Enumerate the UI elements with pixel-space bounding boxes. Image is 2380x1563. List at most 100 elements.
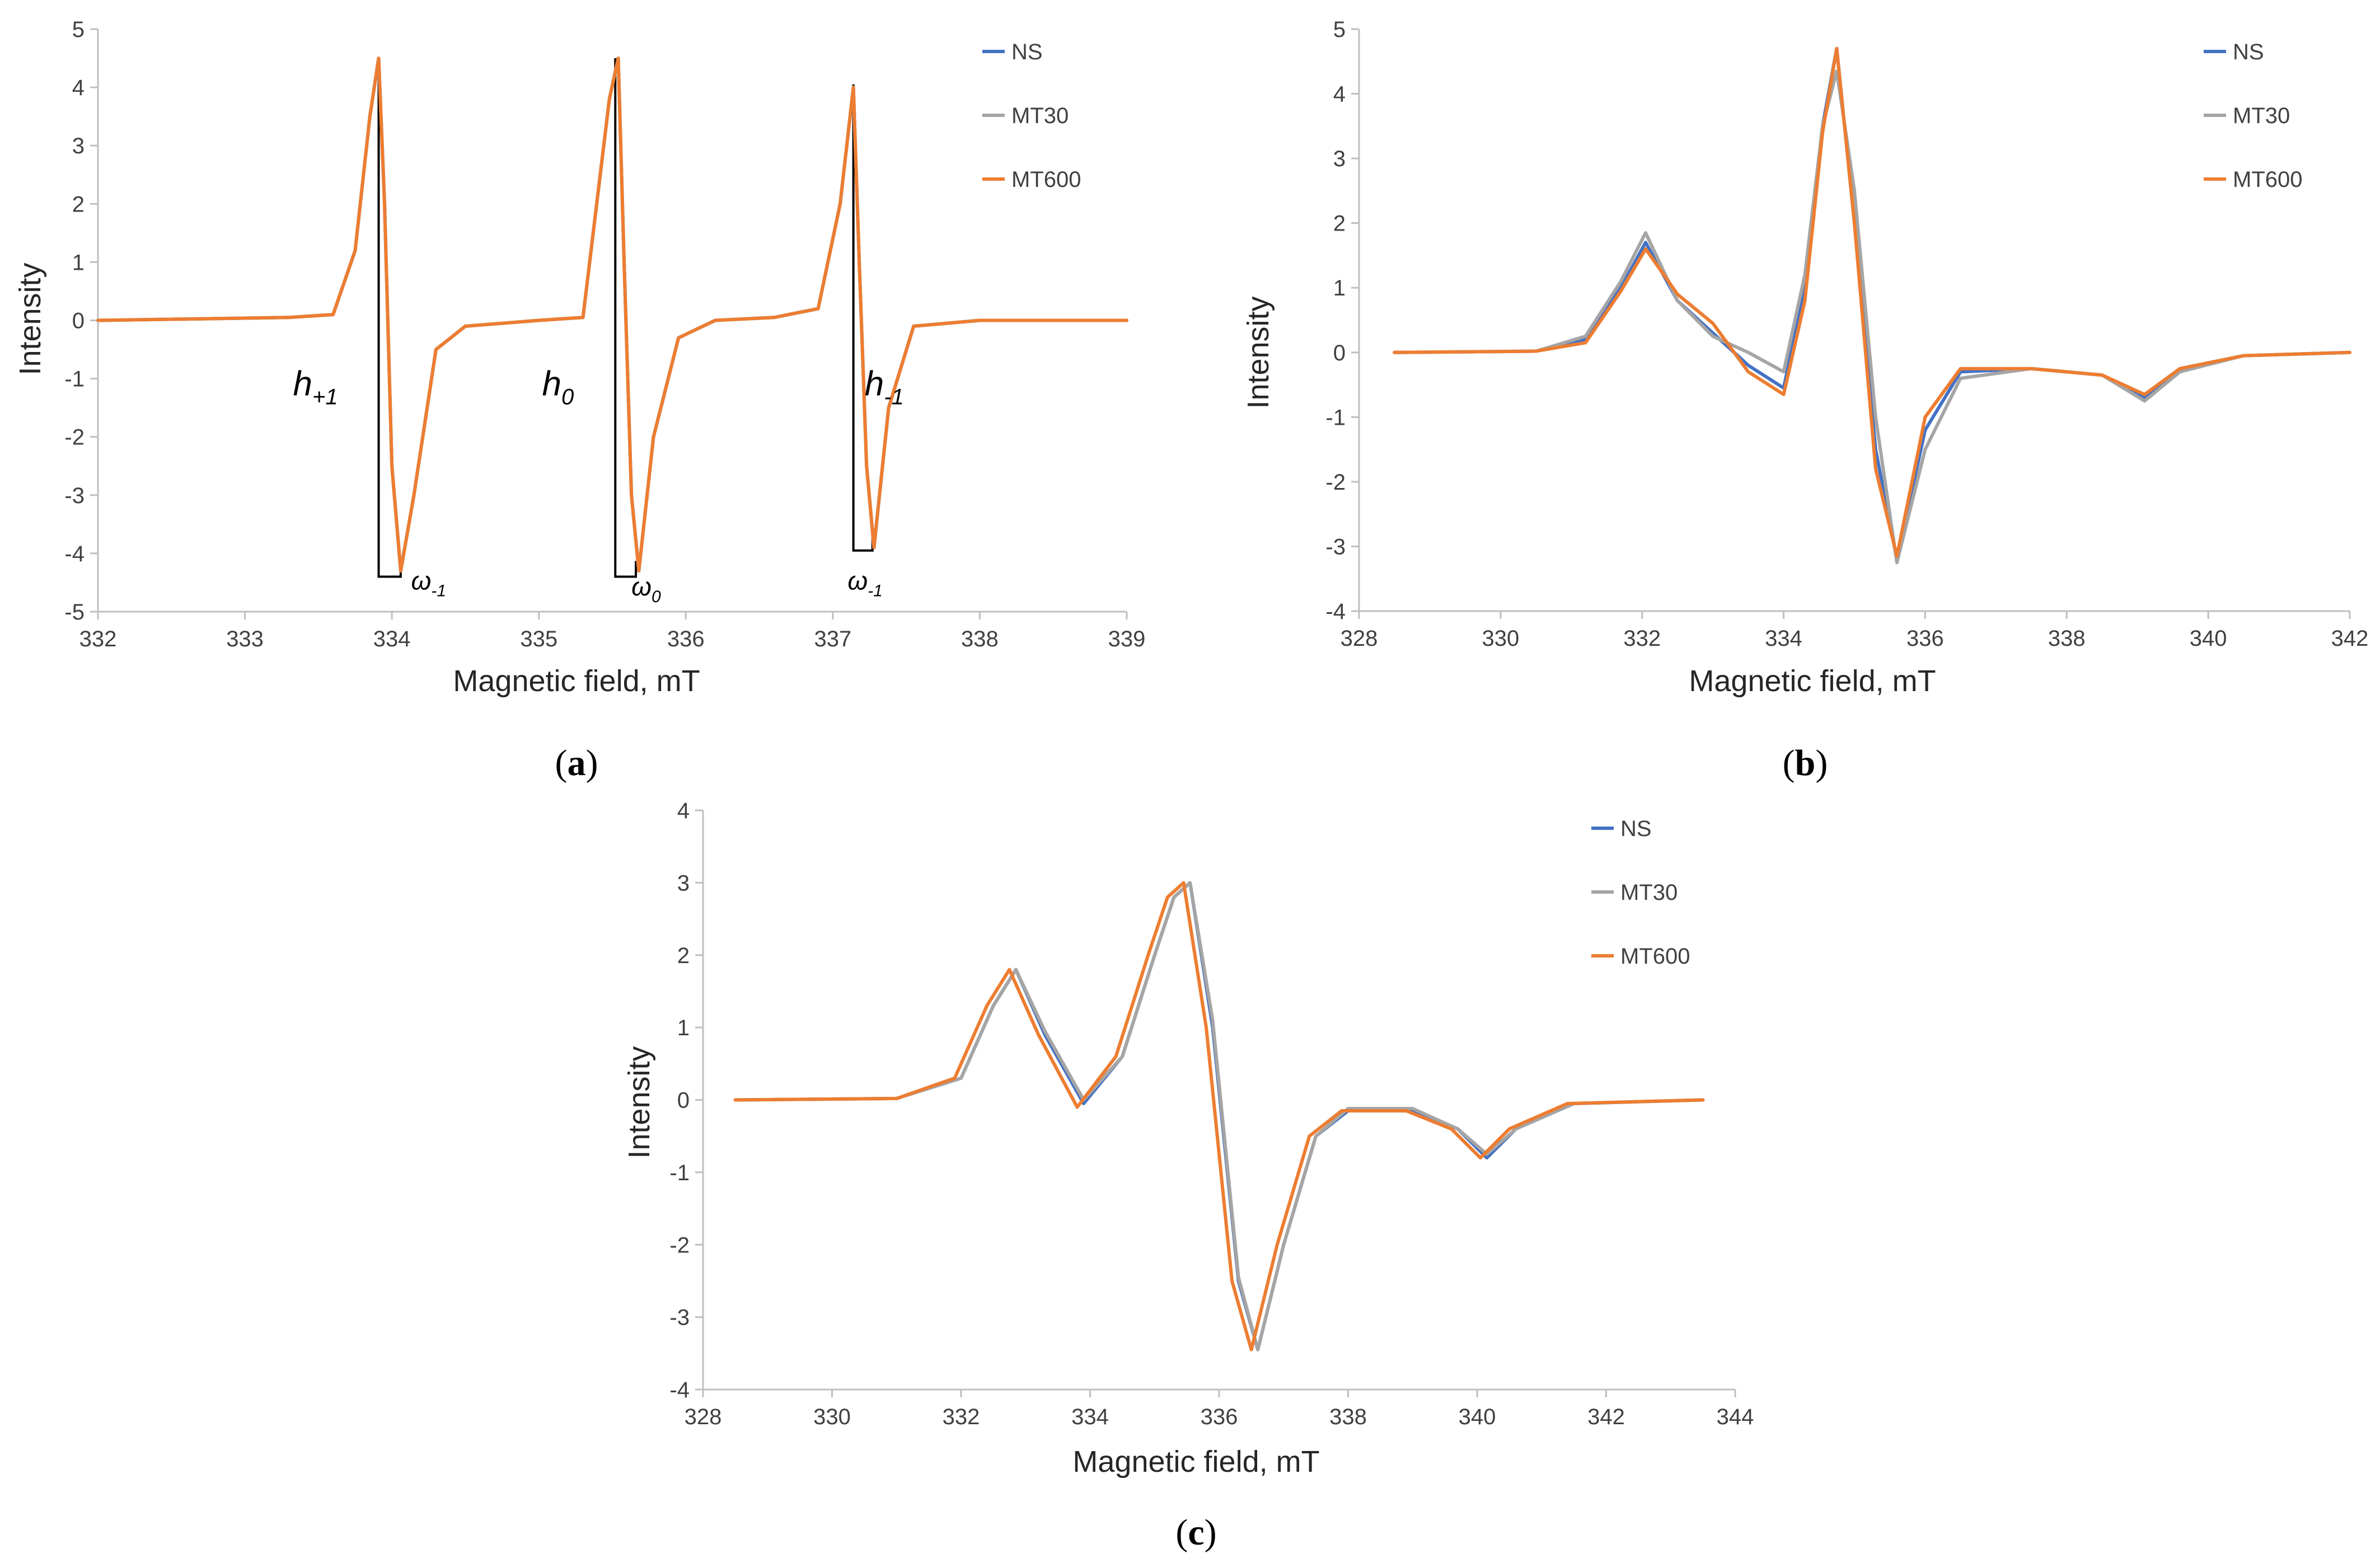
y-tick-label-c: -1 bbox=[669, 1161, 690, 1185]
chart-panel-a: 332 333 334 335 336 337 338 339 5 4 3 2 1 0 -1 -2 -3 -4 -5… bbox=[13, 17, 1145, 783]
series-line-mt30-b bbox=[1393, 69, 2351, 565]
panel-caption-c: (c) bbox=[1175, 1512, 1216, 1553]
y-tick-label-b: -4 bbox=[1325, 599, 1346, 624]
x-axis-title-b: Magnetic field, mT bbox=[1689, 664, 1936, 698]
legend-label-ns-c: NS bbox=[1620, 816, 1652, 841]
x-tick-label-b: 336 bbox=[1906, 626, 1944, 651]
legend-label-mt30-b: MT30 bbox=[2233, 104, 2290, 128]
peak-annotation-h-a: h0 bbox=[542, 365, 574, 410]
annotation-base-a: ω bbox=[411, 566, 432, 595]
x-tick-label-a: 334 bbox=[373, 627, 411, 651]
x-tick-label-a: 333 bbox=[226, 627, 264, 651]
annotation-subscript-a: -1 bbox=[868, 582, 883, 600]
x-tick-label-c: 334 bbox=[1071, 1405, 1109, 1429]
caption-letter-b: b bbox=[1795, 743, 1816, 783]
annotation-subscript-a: -1 bbox=[884, 385, 904, 410]
y-tick-label-c: 4 bbox=[677, 799, 690, 823]
series-line-mt30-a bbox=[96, 57, 1128, 573]
y-axis-title-c: Intensity bbox=[622, 1046, 656, 1158]
chart-panel-c: 328 330 332 334 336 338 340 342 344 4 3 2 1 0 -1 -2 -3 -4… bbox=[622, 799, 1754, 1553]
x-tick-label-b: 338 bbox=[2048, 626, 2086, 651]
annotation-base-a: h bbox=[865, 365, 884, 403]
y-tick-label-a: 2 bbox=[72, 192, 85, 217]
peak-annotation-omega-a: ω0 bbox=[631, 572, 661, 606]
y-tick-label-a: -4 bbox=[64, 542, 85, 566]
y-tick-label-c: 1 bbox=[677, 1016, 690, 1040]
annotation-base-a: ω bbox=[631, 572, 652, 601]
y-tick-label-a: 1 bbox=[72, 250, 85, 275]
panel-caption-b: (b) bbox=[1783, 743, 1828, 783]
peak-annotation-omega-a: ω-1 bbox=[847, 566, 883, 600]
x-tick-label-b: 328 bbox=[1341, 626, 1378, 651]
peak-annotation-h-a: h+1 bbox=[293, 365, 338, 410]
x-tick-label-b: 332 bbox=[1623, 626, 1661, 651]
series-line-mt600-a bbox=[96, 57, 1128, 573]
y-tick-label-b: 5 bbox=[1333, 17, 1346, 42]
y-tick-label-c: 2 bbox=[677, 944, 690, 968]
x-tick-label-c: 332 bbox=[943, 1405, 980, 1429]
caption-letter-a: a bbox=[568, 743, 586, 783]
caption-open-c: ( bbox=[1175, 1512, 1188, 1553]
y-tick-label-a: -2 bbox=[64, 425, 85, 450]
x-tick-label-b: 340 bbox=[2190, 626, 2227, 651]
x-tick-label-a: 339 bbox=[1108, 627, 1146, 651]
y-tick-label-a: 3 bbox=[72, 134, 85, 158]
y-tick-label-b: 1 bbox=[1333, 276, 1346, 301]
x-axis-title-c: Magnetic field, mT bbox=[1072, 1445, 1319, 1478]
caption-letter-c: c bbox=[1188, 1512, 1204, 1553]
caption-close-b: ) bbox=[1815, 743, 1828, 783]
peak-annotation-h-a: h-1 bbox=[865, 365, 904, 410]
y-tick-label-a: 0 bbox=[72, 309, 85, 334]
y-tick-label-b: 0 bbox=[1333, 341, 1346, 365]
x-tick-label-a: 335 bbox=[520, 627, 557, 651]
x-tick-label-a: 336 bbox=[667, 627, 705, 651]
y-tick-label-c: -2 bbox=[669, 1233, 690, 1257]
series-line-ns-c bbox=[733, 881, 1705, 1351]
y-tick-label-c: 3 bbox=[677, 871, 690, 895]
y-tick-label-c: -4 bbox=[669, 1378, 690, 1402]
y-tick-label-a: 5 bbox=[72, 17, 85, 42]
y-tick-label-a: -3 bbox=[64, 484, 85, 508]
x-tick-label-c: 340 bbox=[1459, 1405, 1496, 1429]
y-tick-label-c: 0 bbox=[677, 1088, 690, 1113]
series-line-mt30-c bbox=[733, 881, 1705, 1351]
annotation-base-a: ω bbox=[847, 566, 868, 595]
x-axis-title-a: Magnetic field, mT bbox=[453, 664, 700, 698]
series-line-mt600-c bbox=[733, 881, 1705, 1351]
annotation-subscript-a: -1 bbox=[431, 582, 446, 600]
annotation-subscript-a: +1 bbox=[312, 385, 338, 410]
x-tick-label-b: 342 bbox=[2331, 626, 2369, 651]
caption-open-a: ( bbox=[555, 743, 568, 783]
chart-panel-b: 328 330 332 334 336 338 340 342 5 4 3 2 1 0 -1 -2 -3 -4 M… bbox=[1241, 17, 2368, 783]
caption-close-a: ) bbox=[586, 743, 598, 783]
plot-area-b: 328 330 332 334 336 338 340 342 5 4 3 2 1 0 -1 -2 -3 -4 bbox=[1325, 17, 2368, 651]
y-tick-label-b: -2 bbox=[1325, 470, 1346, 495]
annotation-base-a: h bbox=[542, 365, 561, 403]
x-tick-label-a: 338 bbox=[961, 627, 999, 651]
x-tick-label-c: 338 bbox=[1329, 1405, 1367, 1429]
annotation-subscript-a: 0 bbox=[652, 588, 661, 606]
x-tick-label-c: 344 bbox=[1717, 1405, 1754, 1429]
y-tick-label-b: 3 bbox=[1333, 147, 1346, 171]
plot-area-a: 332 333 334 335 336 337 338 339 5 4 3 2 1 0 -1 -2 -3 -4 -5… bbox=[64, 17, 1145, 651]
peak-annotation-omega-a: ω-1 bbox=[411, 566, 447, 600]
plot-area-c: 328 330 332 334 336 338 340 342 344 4 3 2 1 0 -1 -2 -3 -4 bbox=[669, 799, 1754, 1429]
y-tick-label-a: -1 bbox=[64, 367, 85, 392]
legend-a: NS MT30 MT600 bbox=[982, 40, 1081, 192]
y-tick-label-c: -3 bbox=[669, 1306, 690, 1330]
x-tick-label-c: 342 bbox=[1587, 1405, 1625, 1429]
series-line-ns-b bbox=[1393, 46, 2351, 561]
legend-label-mt600-a: MT600 bbox=[1011, 167, 1081, 192]
annotation-subscript-a: 0 bbox=[561, 385, 574, 410]
legend-label-mt30-c: MT30 bbox=[1620, 880, 1678, 905]
x-tick-label-b: 334 bbox=[1765, 626, 1802, 651]
y-tick-label-b: 4 bbox=[1333, 82, 1346, 107]
series-line-ns-a bbox=[96, 57, 1128, 573]
y-tick-label-a: 4 bbox=[72, 76, 85, 100]
series-line-mt600-b bbox=[1393, 46, 2351, 558]
y-tick-label-b: -1 bbox=[1325, 405, 1346, 430]
caption-close-c: ) bbox=[1205, 1512, 1217, 1553]
legend-c: NS MT30 MT600 bbox=[1591, 816, 1690, 969]
x-tick-label-b: 330 bbox=[1482, 626, 1519, 651]
